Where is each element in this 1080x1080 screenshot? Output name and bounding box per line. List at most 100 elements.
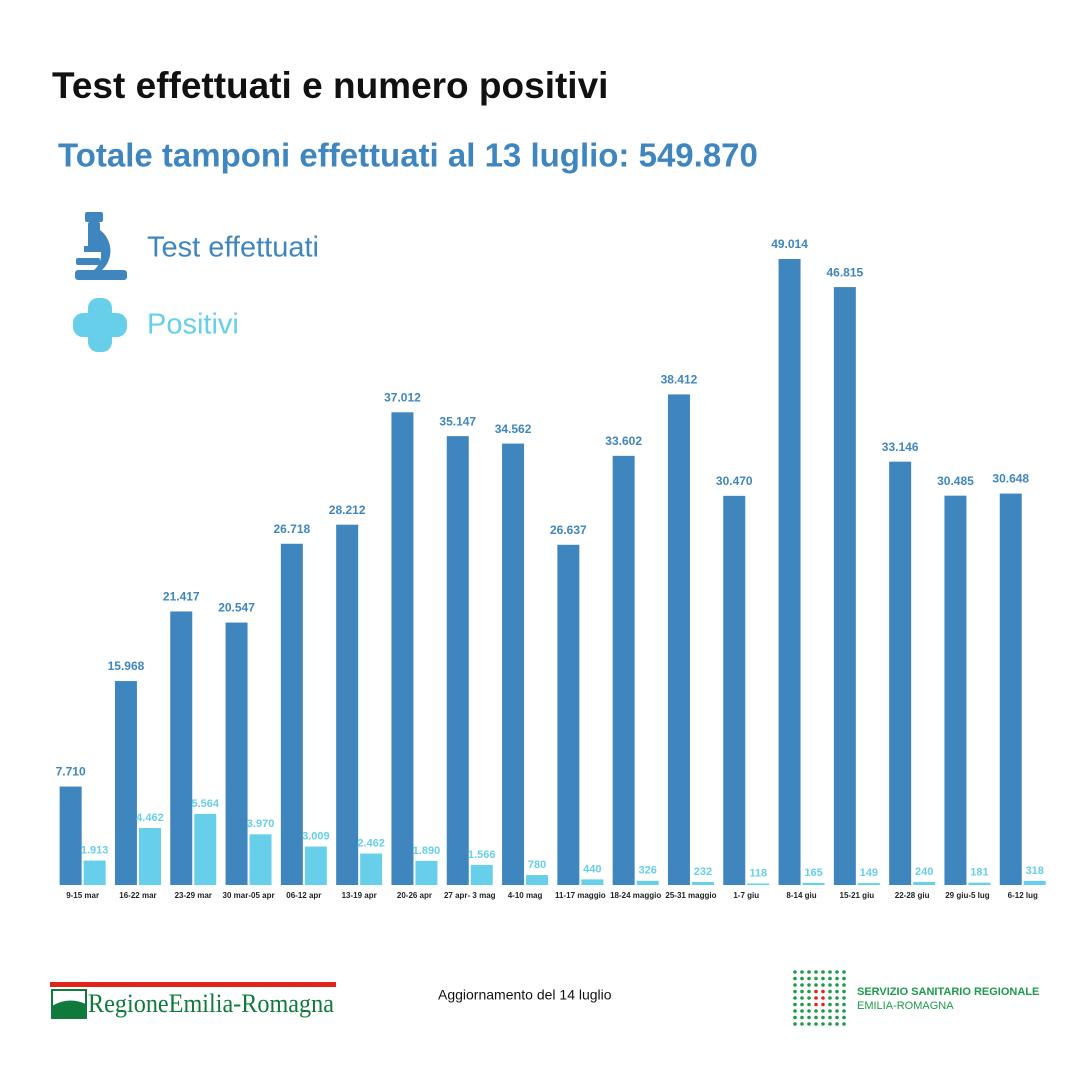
- bar: [225, 622, 248, 885]
- logo-dot: [821, 983, 825, 987]
- value-label: 21.417: [163, 590, 200, 604]
- chart-title: Test effettuati e numero positivi: [52, 65, 608, 106]
- x-tick-label: 9-15 mar: [66, 891, 99, 900]
- x-tick-label: 11-17 maggio: [555, 891, 606, 900]
- bar: [778, 259, 801, 885]
- value-label: 1.890: [413, 845, 441, 857]
- logo-dot: [800, 976, 804, 981]
- bar: [470, 864, 493, 885]
- logo-dot: [807, 976, 811, 981]
- value-label: 35.147: [439, 414, 476, 428]
- logo-dot: [793, 970, 797, 974]
- bar: [415, 860, 438, 885]
- x-tick-label: 20-26 apr: [397, 891, 432, 900]
- logo-dot: [828, 970, 832, 974]
- logo-dot: [842, 970, 846, 974]
- logo-dot: [793, 976, 797, 981]
- logo-dot: [835, 1022, 839, 1026]
- logo-dot: [835, 970, 839, 974]
- value-label: 3.009: [302, 830, 330, 842]
- logo-dot: [828, 989, 832, 994]
- value-label: 46.815: [826, 265, 863, 279]
- logo-dot: [793, 996, 797, 1000]
- bar: [360, 853, 383, 885]
- value-label: 4.462: [136, 812, 164, 824]
- logo-dot: [807, 970, 811, 974]
- value-label: 33.602: [605, 434, 642, 448]
- logo-dot: [835, 996, 839, 1000]
- logo-dot: [821, 976, 825, 981]
- bar: [636, 880, 659, 885]
- value-label: 30.485: [937, 474, 974, 488]
- logo-dot: [842, 976, 846, 981]
- value-label: 232: [694, 866, 712, 878]
- value-label: 20.547: [218, 601, 255, 615]
- logo-dot: [793, 1022, 797, 1026]
- value-label: 149: [860, 867, 878, 879]
- logo-dot: [814, 996, 818, 1000]
- value-label: 3.970: [247, 818, 275, 830]
- bar: [304, 846, 327, 885]
- logo-dot: [835, 1002, 839, 1007]
- value-label: 118: [749, 867, 767, 879]
- logo-dot: [828, 1015, 832, 1020]
- service-region: EMILIA-ROMAGNA: [857, 1000, 954, 1012]
- x-tick-label: 8-14 giu: [786, 891, 816, 900]
- value-label: 318: [1026, 865, 1044, 877]
- logo-dot: [800, 1002, 804, 1007]
- x-tick-label: 06-12 apr: [286, 891, 321, 900]
- bar: [526, 875, 549, 885]
- logo-dot: [800, 1022, 804, 1026]
- bar: [194, 813, 217, 885]
- value-label: 30.470: [716, 474, 753, 488]
- value-label: 15.968: [108, 659, 145, 673]
- logo-dot: [807, 1015, 811, 1020]
- bar: [114, 681, 137, 885]
- service-logo: [793, 970, 846, 1026]
- logo-dot: [793, 989, 797, 994]
- bar: [138, 828, 161, 885]
- x-tick-label: 23-29 mar: [175, 891, 212, 900]
- bar: [999, 493, 1022, 885]
- x-tick-label: 25-31 maggio: [665, 891, 716, 900]
- value-label: 33.146: [882, 440, 919, 454]
- value-label: 38.412: [661, 373, 698, 387]
- value-label: 5.564: [191, 798, 219, 810]
- x-tick-label: 30 mar-05 apr: [223, 891, 275, 900]
- logo-dot: [807, 1009, 811, 1013]
- logo-dot: [807, 983, 811, 987]
- logo-dot: [800, 970, 804, 974]
- logo-dot: [814, 1022, 818, 1026]
- bar: [391, 412, 414, 885]
- bar: [581, 879, 604, 885]
- bar: [889, 461, 912, 885]
- value-label: 7.710: [56, 765, 86, 779]
- logo-dot: [842, 1022, 846, 1026]
- logo-dot: [821, 989, 825, 994]
- value-label: 1.566: [468, 849, 496, 861]
- logo-dot: [828, 1022, 832, 1026]
- logo-dot: [821, 970, 825, 974]
- value-label: 780: [528, 859, 546, 871]
- logo-dot: [821, 1022, 825, 1026]
- value-label: 2.462: [357, 837, 385, 849]
- logo-dot: [842, 1002, 846, 1007]
- bar: [336, 524, 359, 885]
- logo-dot: [800, 1009, 804, 1013]
- value-label: 1.913: [81, 844, 109, 856]
- bar: [913, 881, 936, 885]
- bar: [1023, 880, 1046, 885]
- logo-dot: [800, 989, 804, 994]
- logo-dot: [814, 983, 818, 987]
- logo-dot: [807, 989, 811, 994]
- x-tick-label: 22-28 giu: [895, 891, 930, 900]
- logo-dot: [800, 996, 804, 1000]
- plus-icon: [73, 298, 127, 352]
- logo-dot: [814, 976, 818, 981]
- logo-dot: [828, 983, 832, 987]
- bar: [59, 786, 82, 885]
- value-label: 240: [915, 866, 933, 878]
- microscope-icon: [75, 212, 127, 280]
- bar: [944, 495, 967, 885]
- value-label: 440: [583, 863, 601, 875]
